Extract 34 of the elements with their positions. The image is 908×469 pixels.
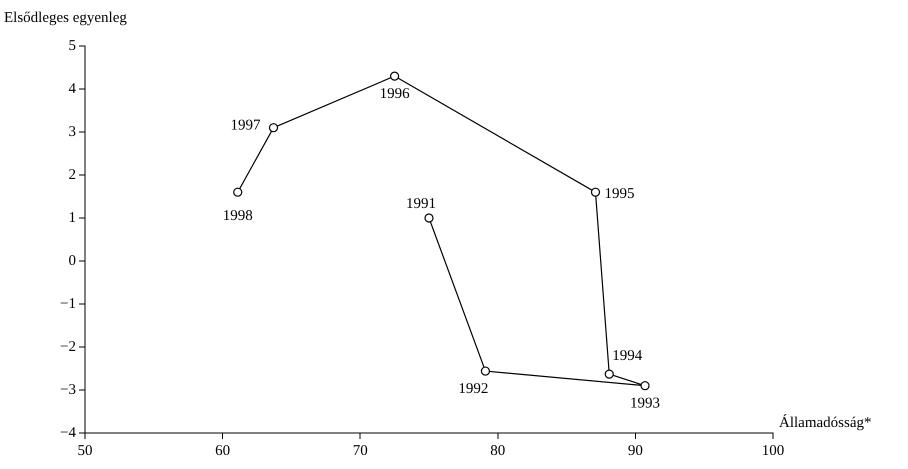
point bbox=[480, 366, 490, 376]
y-tick-label: −4 bbox=[60, 424, 76, 441]
x-tick-label: 80 bbox=[490, 442, 506, 459]
x-tick-label: 100 bbox=[762, 442, 784, 459]
x-tick-label: 70 bbox=[352, 442, 368, 459]
x-tick-label: 50 bbox=[78, 442, 92, 459]
y-tick-label: −1 bbox=[60, 296, 76, 312]
annotation: 1992 bbox=[458, 381, 488, 398]
y-axis-title: Elsődleges egyenleg bbox=[4, 10, 128, 26]
annotation: 1991 bbox=[406, 196, 436, 212]
y-tick-label: 3 bbox=[68, 124, 76, 140]
annotation: 1996 bbox=[380, 86, 410, 102]
y-tick-label: 5 bbox=[68, 38, 76, 54]
point bbox=[233, 188, 242, 197]
annotation: 1997 bbox=[230, 118, 262, 134]
point bbox=[424, 213, 434, 223]
x-tick-label: 60 bbox=[215, 442, 230, 459]
point bbox=[590, 188, 600, 197]
point bbox=[604, 369, 614, 379]
point bbox=[640, 381, 650, 390]
annotation: 1993 bbox=[630, 396, 660, 412]
x-axis-title: Államadósság* bbox=[779, 414, 872, 431]
annotation: 1994 bbox=[612, 348, 643, 364]
y-tick-label: 2 bbox=[68, 166, 76, 183]
point bbox=[390, 72, 400, 81]
point bbox=[268, 123, 278, 132]
x-tick-label: 90 bbox=[628, 442, 643, 459]
y-tick-label: −3 bbox=[60, 382, 76, 398]
y-tick-label: 1 bbox=[68, 210, 76, 226]
y-tick-label: 4 bbox=[68, 80, 76, 97]
annotation: 1995 bbox=[604, 186, 634, 202]
annotation: 1998 bbox=[222, 208, 253, 224]
y-tick-label: 0 bbox=[68, 252, 76, 269]
y-tick-label: −2 bbox=[60, 338, 76, 355]
